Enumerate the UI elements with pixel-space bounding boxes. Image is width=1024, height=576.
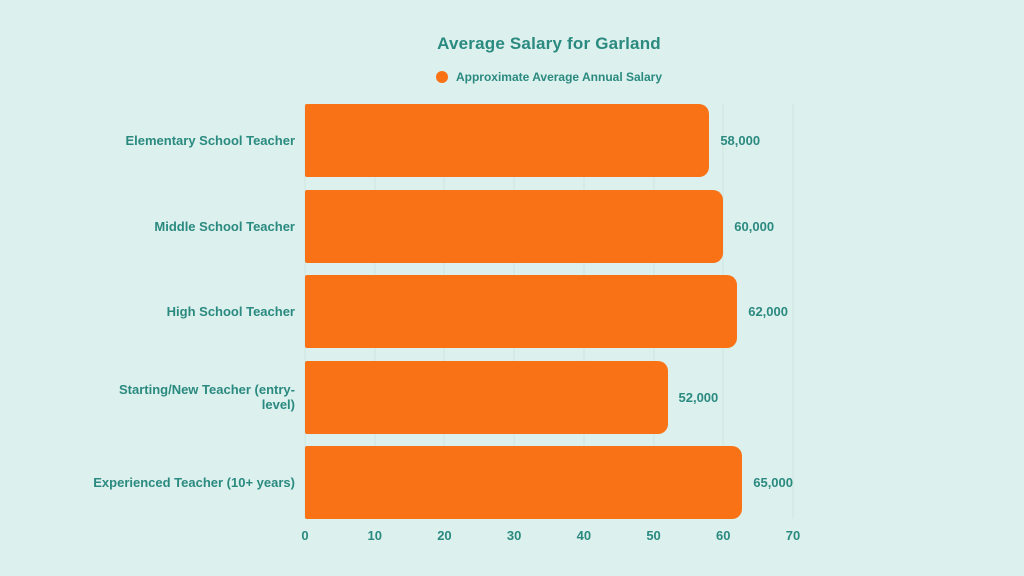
chart-title: Average Salary for Garland (437, 34, 661, 53)
category-label: Middle School Teacher (154, 218, 295, 234)
legend-marker-icon (435, 71, 448, 83)
bar[interactable] (305, 189, 724, 263)
x-tick-label: 30 (506, 528, 522, 543)
bar-value-label: 58,000 (720, 133, 761, 148)
bar-value-label: 60,000 (734, 218, 775, 234)
x-tick-label: 0 (301, 528, 309, 543)
bar[interactable] (305, 275, 738, 348)
category-label: Elementary School Teacher (125, 133, 295, 148)
gridline-70 (792, 104, 794, 519)
bar[interactable] (305, 446, 743, 519)
bar-chart: Average Salary for Garland Approximate A… (90, 0, 940, 558)
bar-track: 58,000 (305, 104, 793, 177)
bar-track: 62,000 (305, 275, 793, 348)
bar[interactable] (305, 104, 710, 177)
bar-track: 65,000 (305, 446, 793, 519)
plot-area: Elementary School Teacher 58,000 Middle Sc… (90, 104, 940, 558)
bar-track: 60,000 (305, 189, 793, 263)
x-tick-label: 20 (437, 528, 452, 543)
legend-item[interactable]: Approximate Average Annual Salary (435, 70, 663, 84)
chart-header: Average Salary for Garland Approximate A… (305, 34, 793, 104)
category-label: Starting/New Teacher (entry-level) (118, 382, 295, 412)
category-label: Experienced Teacher (10+ years) (93, 475, 295, 490)
x-tick-label: 50 (646, 528, 661, 543)
x-tick-label: 40 (576, 528, 592, 543)
x-tick-label: 10 (367, 528, 382, 543)
bar-row: Middle School Teacher 60,000 (90, 189, 940, 263)
category-label: High School Teacher (166, 304, 295, 319)
bar-row: Experienced Teacher (10+ years) 65,000 (90, 446, 940, 519)
bar-row: High School Teacher 62,000 (90, 275, 940, 348)
bar-value-label: 52,000 (678, 389, 719, 405)
bar-row: Elementary School Teacher 58,000 (90, 104, 940, 177)
bar[interactable] (305, 360, 668, 434)
bar-value-label: 65,000 (753, 475, 793, 490)
x-tick-label: 70 (785, 528, 801, 543)
bar-row: Starting/New Teacher (entry-level) 52,000 (90, 360, 940, 434)
bar-track: 52,000 (305, 360, 793, 434)
bar-rows: Elementary School Teacher 58,000 Middle Sc… (90, 104, 940, 519)
x-tick-label: 60 (716, 528, 731, 543)
bar-value-label: 62,000 (748, 304, 788, 319)
legend-label: Approximate Average Annual Salary (455, 70, 663, 84)
x-axis: 0 10 20 30 40 50 60 70 (301, 528, 800, 558)
